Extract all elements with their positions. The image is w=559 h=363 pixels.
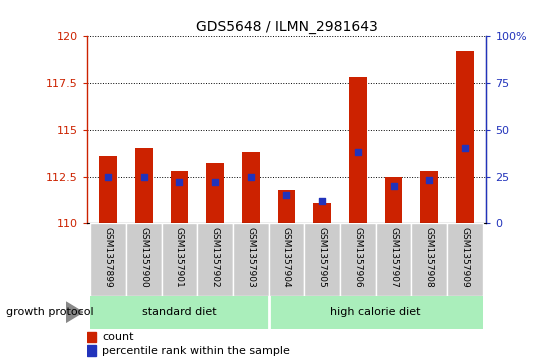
Bar bbox=[87, 332, 96, 342]
Text: GSM1357899: GSM1357899 bbox=[103, 227, 112, 287]
Bar bbox=[135, 148, 153, 223]
Point bbox=[425, 178, 434, 183]
Text: GSM1357906: GSM1357906 bbox=[353, 227, 362, 287]
Bar bbox=[376, 223, 411, 296]
Text: GSM1357900: GSM1357900 bbox=[139, 227, 148, 287]
Text: standard diet: standard diet bbox=[142, 307, 217, 317]
Point bbox=[175, 179, 184, 185]
Bar bbox=[197, 223, 233, 296]
Point bbox=[103, 174, 112, 179]
Text: GSM1357903: GSM1357903 bbox=[247, 227, 255, 287]
Point bbox=[282, 192, 291, 198]
Bar bbox=[242, 152, 260, 223]
Polygon shape bbox=[66, 302, 83, 322]
Bar bbox=[349, 77, 367, 223]
Bar bbox=[411, 223, 447, 296]
Bar bbox=[313, 203, 331, 223]
Point bbox=[247, 174, 255, 179]
Bar bbox=[126, 223, 162, 296]
Text: GSM1357909: GSM1357909 bbox=[461, 227, 470, 287]
Bar bbox=[420, 171, 438, 223]
Bar bbox=[456, 51, 474, 223]
Text: growth protocol: growth protocol bbox=[6, 307, 93, 317]
Point bbox=[389, 183, 398, 189]
Text: percentile rank within the sample: percentile rank within the sample bbox=[102, 346, 290, 356]
Point bbox=[461, 146, 470, 151]
Bar bbox=[233, 223, 269, 296]
Bar bbox=[278, 189, 295, 223]
Bar bbox=[304, 223, 340, 296]
Text: GSM1357908: GSM1357908 bbox=[425, 227, 434, 287]
Bar bbox=[162, 223, 197, 296]
Bar bbox=[447, 223, 483, 296]
Point bbox=[211, 179, 220, 185]
Bar bbox=[340, 223, 376, 296]
Bar bbox=[99, 156, 117, 223]
Text: high calorie diet: high calorie diet bbox=[330, 307, 421, 317]
Text: GSM1357902: GSM1357902 bbox=[211, 227, 220, 287]
Text: GSM1357904: GSM1357904 bbox=[282, 227, 291, 287]
Point bbox=[139, 174, 148, 179]
Text: GSM1357907: GSM1357907 bbox=[389, 227, 398, 287]
Bar bbox=[170, 171, 188, 223]
Bar bbox=[269, 223, 304, 296]
Title: GDS5648 / ILMN_2981643: GDS5648 / ILMN_2981643 bbox=[196, 20, 377, 34]
Text: count: count bbox=[102, 332, 134, 342]
Bar bbox=[90, 223, 126, 296]
Bar bbox=[90, 296, 269, 329]
Bar bbox=[206, 163, 224, 223]
Bar bbox=[87, 346, 96, 356]
Bar bbox=[385, 176, 402, 223]
Bar bbox=[269, 296, 483, 329]
Text: GSM1357905: GSM1357905 bbox=[318, 227, 326, 287]
Point bbox=[353, 149, 362, 155]
Text: GSM1357901: GSM1357901 bbox=[175, 227, 184, 287]
Point bbox=[318, 198, 326, 204]
